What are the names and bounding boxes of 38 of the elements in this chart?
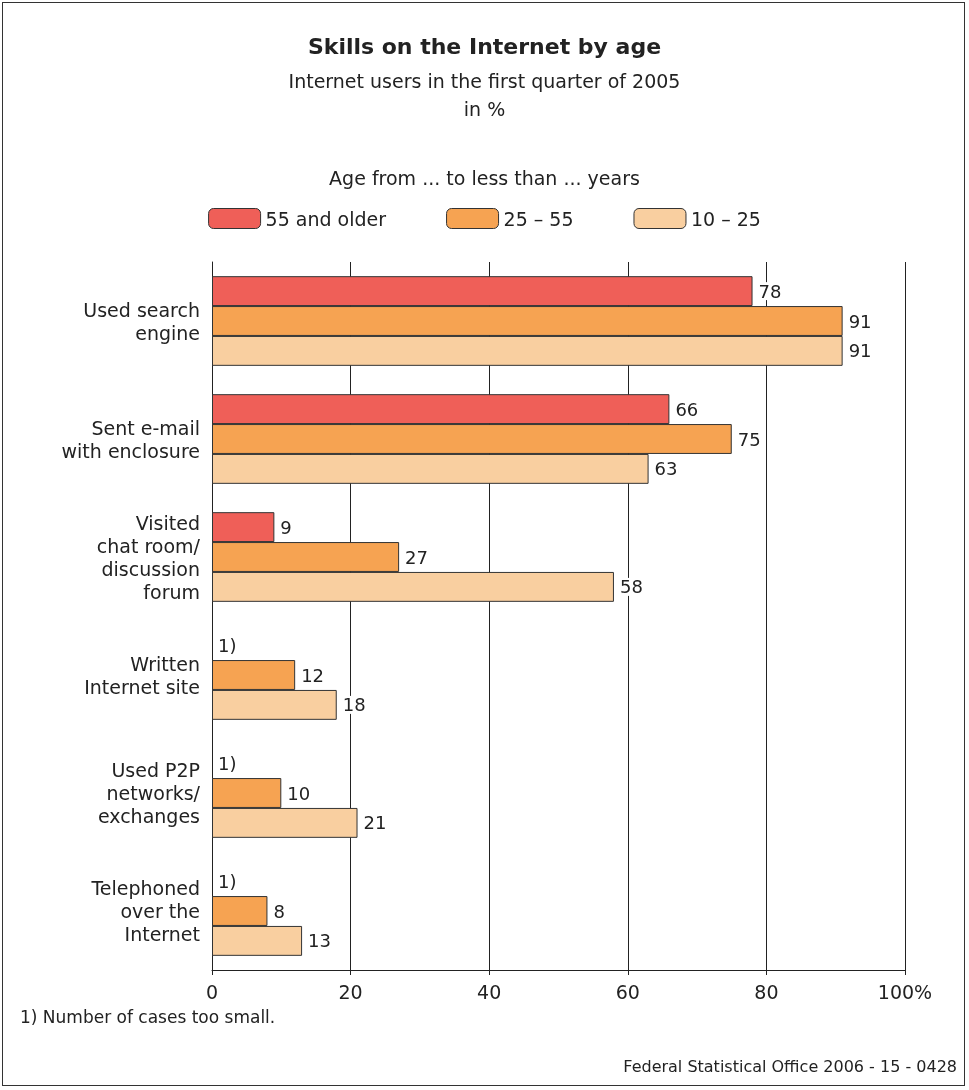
y-tick-label: Visited chat room/ discussion forum bbox=[96, 511, 201, 603]
data-label: 91 bbox=[848, 310, 872, 332]
data-label: 66 bbox=[675, 398, 699, 420]
x-tick-label: 40 bbox=[477, 980, 502, 1003]
x-tick-label: 80 bbox=[754, 980, 779, 1003]
x-tick-label: 60 bbox=[615, 980, 640, 1003]
data-label: 10 bbox=[287, 782, 311, 804]
y-tick-label: Written Internet site bbox=[84, 652, 200, 698]
data-label: 58 bbox=[619, 576, 643, 598]
y-tick-label: Sent e-mail with enclosure bbox=[61, 416, 200, 462]
y-tick-label: Telephoned over the Internet bbox=[90, 877, 200, 945]
text: Federal Statistical Office 2006 - 15 - 0428 bbox=[623, 1056, 957, 1076]
text: 1) bbox=[218, 870, 237, 892]
data-label: 9 bbox=[280, 516, 292, 538]
text: 1) bbox=[218, 634, 237, 656]
data-label: 63 bbox=[654, 458, 678, 480]
data-label: 12 bbox=[301, 664, 325, 686]
data-label: 75 bbox=[737, 428, 761, 450]
legend-label: 55 and older bbox=[265, 207, 387, 230]
legend-label: 25 – 55 bbox=[503, 207, 574, 230]
legend-label: 10 – 25 bbox=[690, 207, 761, 230]
data-label: 8 bbox=[273, 900, 285, 922]
data-label: 91 bbox=[848, 340, 872, 362]
text: 1) bbox=[218, 752, 237, 774]
chart-title: Skills on the Internet by age bbox=[307, 33, 662, 59]
x-tick-label: 100% bbox=[877, 980, 933, 1003]
y-tick-label: Used P2P networks/ exchanges bbox=[97, 759, 201, 827]
chart-subtitle: Internet users in the first quarter of 2005 in % bbox=[288, 70, 681, 120]
y-tick-label: Used search engine bbox=[83, 298, 200, 344]
data-label: 27 bbox=[405, 546, 429, 568]
legend-title: Age from ... to less than ... years bbox=[329, 166, 640, 189]
data-label: 18 bbox=[342, 694, 366, 716]
data-label: 21 bbox=[363, 812, 387, 834]
text: 1) Number of cases too small. bbox=[20, 1006, 276, 1027]
x-tick-label: 0 bbox=[205, 980, 219, 1003]
data-label: 78 bbox=[758, 280, 782, 302]
data-label: 13 bbox=[308, 930, 331, 952]
x-tick-label: 20 bbox=[338, 980, 363, 1003]
